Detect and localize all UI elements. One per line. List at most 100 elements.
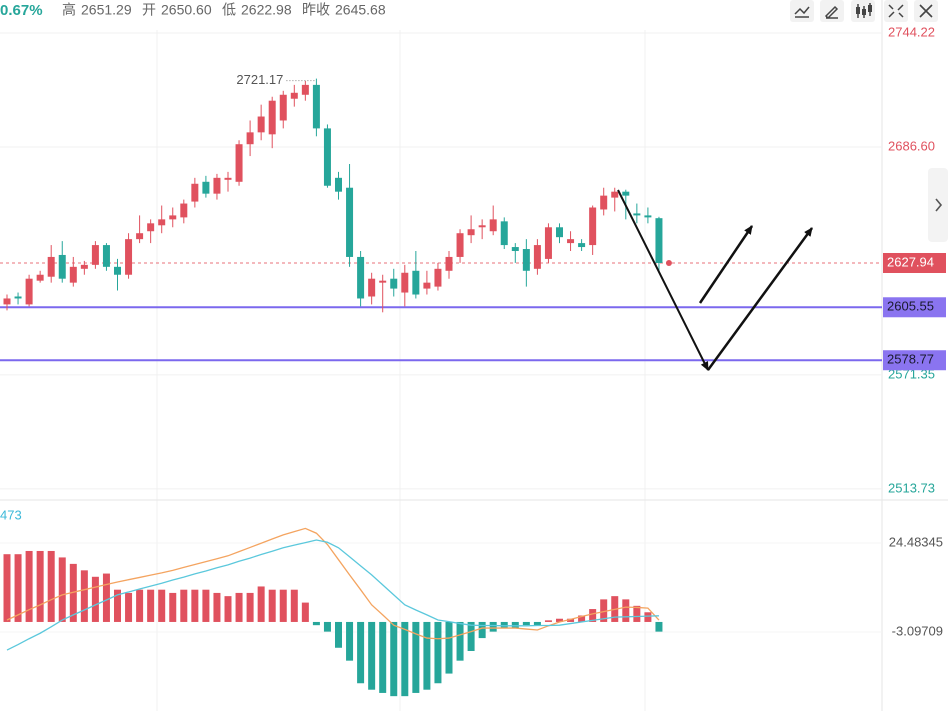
- tool-icon: [856, 7, 860, 14]
- candle-body: [556, 227, 563, 238]
- candle-body: [478, 225, 486, 228]
- arrow: [698, 225, 754, 304]
- histogram-bar: [191, 589, 199, 622]
- histogram-bar: [556, 618, 563, 622]
- toolbar: [790, 0, 948, 242]
- candle-body: [224, 177, 232, 180]
- candle-body: [312, 84, 320, 129]
- histogram-bar: [224, 596, 232, 622]
- y-tick-label: 24.48345: [889, 534, 943, 549]
- prev-close-label: 昨收: [302, 2, 330, 18]
- candle-body: [323, 128, 331, 186]
- candle-body: [412, 270, 420, 295]
- indicator-line: [6, 539, 659, 651]
- histogram-bar: [622, 599, 630, 622]
- candle-body: [180, 203, 188, 218]
- histogram-bar: [533, 621, 541, 626]
- histogram-bar: [423, 621, 431, 690]
- histogram-bar: [91, 576, 99, 622]
- candle-body: [169, 215, 177, 220]
- candle-body: [335, 177, 342, 192]
- histogram-bar: [522, 621, 530, 626]
- histogram-bar: [147, 589, 155, 622]
- candle-body: [25, 278, 33, 305]
- histogram-bar: [279, 589, 287, 622]
- histogram-bar: [3, 554, 11, 622]
- arrow: [617, 189, 709, 371]
- candle-body: [633, 213, 641, 216]
- last-price-dot: [665, 259, 672, 266]
- histogram-bar: [445, 621, 453, 674]
- histogram-bar: [633, 605, 641, 622]
- histogram-bar: [136, 589, 144, 622]
- histogram-bar: [180, 589, 188, 622]
- side-tab[interactable]: [928, 168, 948, 242]
- candle-body: [80, 264, 88, 269]
- candle-body: [158, 219, 166, 226]
- histogram-bar: [125, 592, 133, 622]
- histogram-bar: [401, 621, 409, 697]
- histogram-bar: [213, 592, 221, 622]
- plot-area: 2744.222686.602571.352513.732627.942605.…: [0, 24, 946, 697]
- histogram-bar: [80, 570, 88, 622]
- y-tick-label: 2513.73: [888, 480, 935, 495]
- arrow: [706, 227, 814, 371]
- candle-body: [58, 254, 66, 279]
- candle-body: [346, 187, 354, 257]
- histogram-bar: [589, 609, 597, 622]
- histogram-bar: [346, 621, 354, 661]
- candle-body: [257, 116, 265, 133]
- candle-body: [202, 181, 210, 194]
- low-value: 2622.98: [241, 2, 292, 18]
- y-tick-label: 2686.60: [888, 138, 935, 153]
- tool-icon: [919, 4, 933, 18]
- candle-body: [47, 256, 55, 277]
- histogram-bar: [357, 621, 365, 684]
- candle-body: [36, 274, 44, 281]
- candle-body: [655, 218, 663, 263]
- histogram-bar: [235, 592, 243, 622]
- header-bg: [0, 0, 400, 22]
- tool-icon: [868, 5, 872, 12]
- histogram-bar: [478, 621, 486, 639]
- histogram-bar: [14, 554, 22, 622]
- histogram-bar: [567, 618, 575, 622]
- indicator-label: 473: [0, 507, 22, 522]
- histogram-bar: [102, 573, 110, 622]
- price-label-bg: [883, 350, 946, 371]
- candle-body: [357, 256, 365, 299]
- candle-body: [522, 249, 530, 271]
- histogram-bar: [47, 550, 55, 622]
- y-tick-label: -3.09709: [892, 623, 943, 638]
- histogram-bar: [290, 589, 298, 622]
- candle-body: [379, 280, 387, 283]
- tool-button[interactable]: [884, 0, 908, 22]
- candle-body: [445, 256, 453, 271]
- candle-body: [434, 268, 442, 287]
- histogram-bar: [335, 621, 342, 648]
- histogram-bar: [379, 621, 387, 693]
- candle-body: [279, 94, 287, 121]
- tool-icon: [824, 5, 839, 20]
- candle-body: [114, 266, 121, 275]
- candle-body: [235, 144, 243, 182]
- tool-icon: [862, 9, 866, 15]
- candle-body: [147, 223, 155, 232]
- histogram-bar: [434, 621, 442, 684]
- histogram-bar: [36, 550, 44, 622]
- price-label: 2605.55: [887, 299, 934, 314]
- candle-body: [644, 215, 652, 218]
- change-percent: 0.67%: [0, 2, 43, 19]
- candle-body: [3, 298, 11, 305]
- max-label: 2721.17: [236, 72, 283, 87]
- histogram-bar: [489, 621, 497, 632]
- histogram-bar: [25, 550, 33, 622]
- tool-icon: [794, 6, 810, 18]
- histogram-bar: [312, 621, 320, 626]
- candle-body: [533, 245, 541, 269]
- histogram-bar: [412, 621, 420, 693]
- candle-body: [578, 243, 586, 248]
- candle-body: [567, 239, 575, 244]
- header: 0.67% 高 2651.29 开 2650.60 低 2622.98 昨收 2…: [0, 0, 400, 22]
